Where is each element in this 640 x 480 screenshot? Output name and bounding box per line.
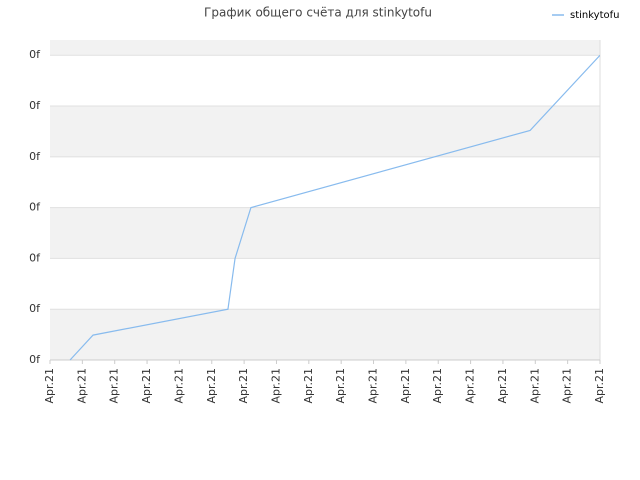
x-tick-label: Apr.21 bbox=[43, 368, 56, 404]
grid-band bbox=[50, 106, 600, 157]
y-tick-label: 0f bbox=[29, 48, 41, 61]
x-tick-label: Apr.21 bbox=[75, 368, 88, 404]
grid-band bbox=[50, 207, 600, 259]
y-tick-label: 0f bbox=[29, 302, 41, 315]
y-tick-label: 0f bbox=[29, 99, 41, 112]
x-tick-label: Apr.21 bbox=[528, 368, 541, 404]
x-tick-label: Apr.21 bbox=[108, 368, 121, 404]
grid-band bbox=[50, 55, 600, 107]
x-tick-label: Apr.21 bbox=[205, 368, 218, 404]
y-tick-label: 0f bbox=[29, 201, 41, 214]
series-line bbox=[69, 54, 600, 361]
x-tick-label: Apr.21 bbox=[269, 368, 282, 404]
x-tick-label: Apr.21 bbox=[561, 368, 574, 404]
grid-band bbox=[50, 40, 600, 56]
x-tick-label: Apr.21 bbox=[334, 368, 347, 404]
x-tick-label: Apr.21 bbox=[431, 368, 444, 404]
x-tick-label: Apr.21 bbox=[140, 368, 153, 404]
grid-band bbox=[50, 309, 600, 360]
x-tick-label: Apr.21 bbox=[367, 368, 380, 404]
grid-band bbox=[50, 258, 600, 310]
x-tick-label: Apr.21 bbox=[593, 368, 606, 404]
chart-title: График общего счёта для stinkytofu bbox=[204, 6, 432, 20]
y-tick-label: 0f bbox=[29, 150, 41, 163]
grid-band bbox=[50, 156, 600, 208]
x-tick-label: Apr.21 bbox=[172, 368, 185, 404]
x-tick-label: Apr.21 bbox=[237, 368, 250, 404]
x-tick-label: Apr.21 bbox=[399, 368, 412, 404]
x-tick-label: Apr.21 bbox=[496, 368, 509, 404]
y-tick-label: 0f bbox=[29, 353, 41, 366]
legend-label: stinkytofu bbox=[570, 10, 620, 21]
x-tick-label: Apr.21 bbox=[464, 368, 477, 404]
y-tick-label: 0f bbox=[29, 251, 41, 264]
x-tick-label: Apr.21 bbox=[302, 368, 315, 404]
